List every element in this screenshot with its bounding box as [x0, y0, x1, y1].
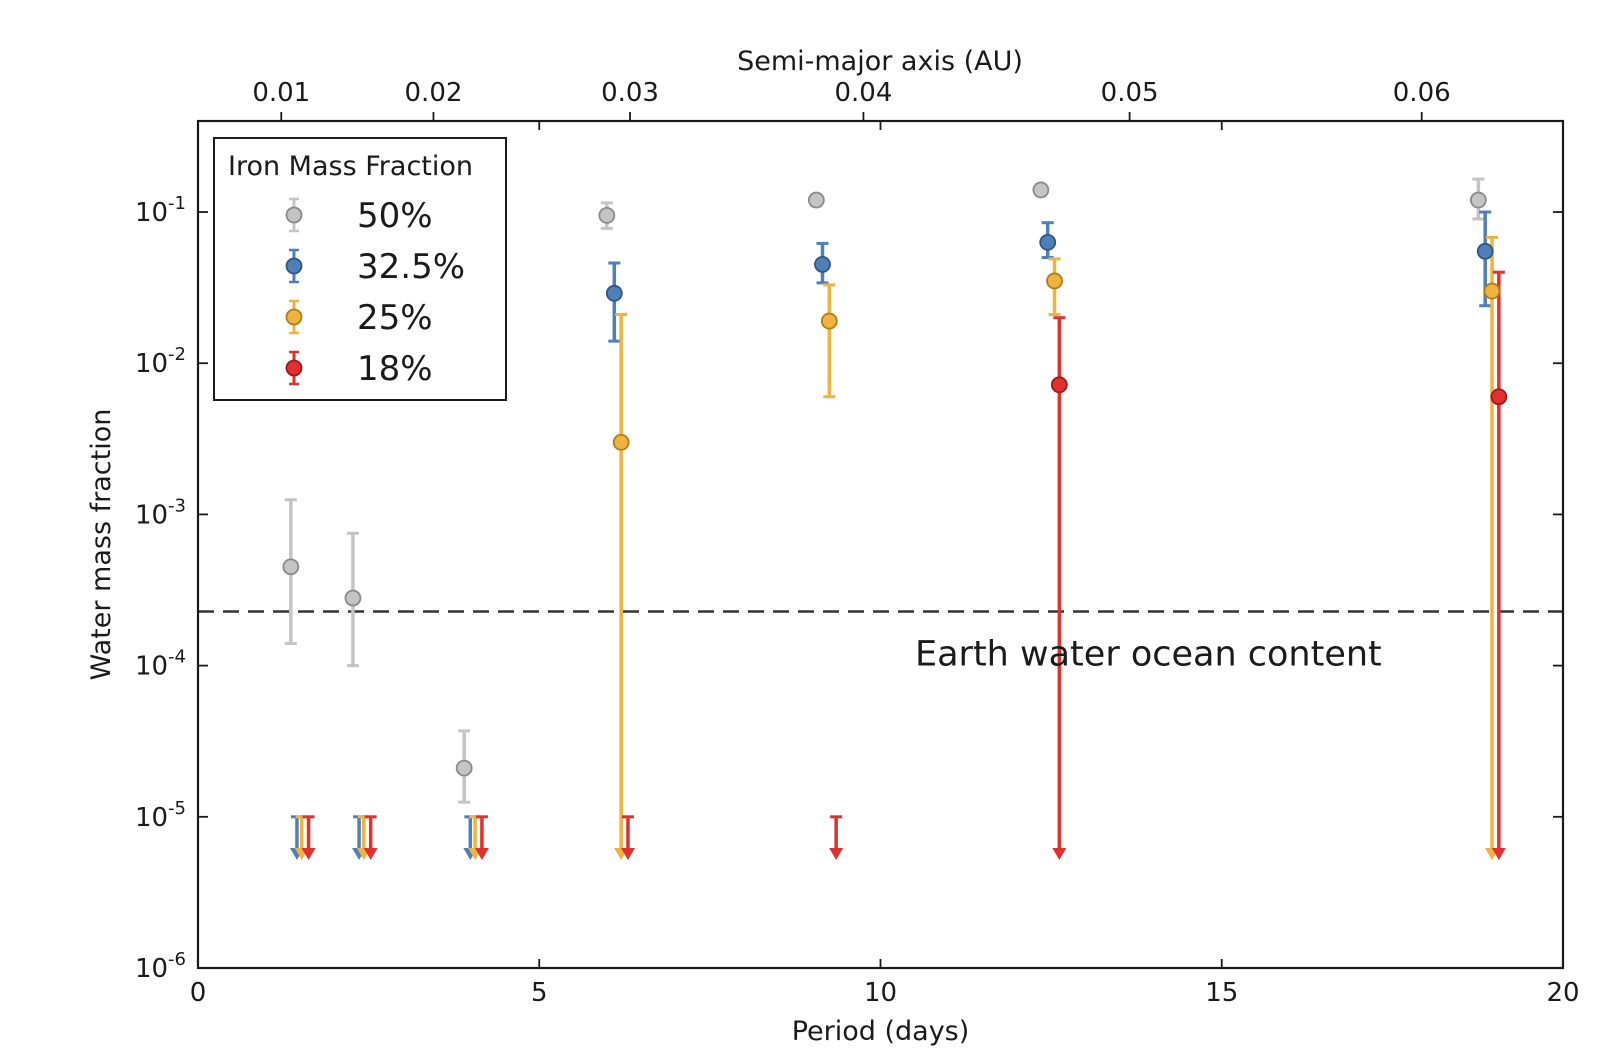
y-axis-label: Water mass fraction — [86, 409, 117, 681]
legend-label: 50% — [357, 196, 433, 236]
legend-marker — [285, 359, 303, 377]
x-axis-label: Period (days) — [792, 1016, 970, 1047]
top-tick-label: 0.06 — [1393, 78, 1451, 108]
data-point — [1476, 242, 1494, 260]
legend-title: Iron Mass Fraction — [228, 151, 473, 182]
legend-label: 32.5% — [357, 247, 465, 287]
upper-limit-arrowhead — [474, 848, 489, 860]
legend-label: 18% — [357, 349, 433, 389]
legend-marker — [285, 257, 303, 275]
y-tick-label: 10-3 — [135, 495, 186, 530]
data-point — [282, 558, 300, 576]
data-point — [455, 759, 473, 777]
data-point — [1469, 191, 1487, 209]
axis-ticks: 0 5 10 15 20 0.01 0.02 0.03 0.04 0.05 0.06 10-6 10-5… — [135, 78, 1580, 1008]
x-tick-label: 15 — [1205, 978, 1238, 1008]
top-tick-label: 0.05 — [1101, 78, 1159, 108]
x-tick-label: 5 — [531, 978, 548, 1008]
data-point — [1032, 181, 1050, 199]
upper-limit-arrowhead — [301, 848, 316, 860]
y-tick-label: 10-6 — [135, 949, 186, 984]
data-point — [598, 206, 616, 224]
data-point — [1050, 376, 1068, 394]
y-tick-label: 10-1 — [135, 193, 186, 228]
top-tick-label: 0.02 — [405, 78, 463, 108]
legend-marker — [285, 308, 303, 326]
y-tick-label: 10-4 — [135, 647, 186, 682]
data-point — [820, 312, 838, 330]
x-tick-label: 0 — [190, 978, 207, 1008]
data-point — [612, 433, 630, 451]
upper-limit-arrowhead — [363, 848, 378, 860]
y-tick-label: 10-2 — [135, 344, 186, 379]
x-tick-label: 10 — [864, 978, 897, 1008]
data-point — [605, 284, 623, 302]
data-point — [1046, 272, 1063, 290]
top-tick-label: 0.01 — [252, 78, 310, 108]
data-point — [807, 191, 825, 209]
upper-limit-arrowhead — [829, 848, 844, 860]
top-tick-label: 0.03 — [601, 78, 659, 108]
upper-limit-arrowhead — [620, 848, 635, 860]
legend-marker — [285, 206, 303, 224]
legend-items: 50% 32.5% 25% 18% — [285, 196, 465, 389]
legend-label: 25% — [357, 298, 433, 338]
data-point — [1490, 388, 1508, 406]
y-tick-label: 10-5 — [135, 798, 186, 833]
x-tick-label: 20 — [1546, 978, 1579, 1008]
data-point — [1039, 233, 1057, 251]
upper-limit-arrowhead — [1052, 848, 1067, 860]
upper-limit-arrowhead — [1491, 848, 1506, 860]
data-points — [282, 181, 1508, 777]
data-point — [344, 589, 362, 607]
earth-ocean-annotation: Earth water ocean content — [915, 634, 1382, 674]
top-axis-label: Semi-major axis (AU) — [737, 46, 1023, 77]
legend: Iron Mass Fraction 50% 32.5% 25% 18% — [213, 137, 507, 401]
data-point — [814, 256, 831, 273]
legend-box — [213, 137, 507, 401]
top-tick-label: 0.04 — [834, 78, 892, 108]
data-point — [1483, 282, 1501, 300]
